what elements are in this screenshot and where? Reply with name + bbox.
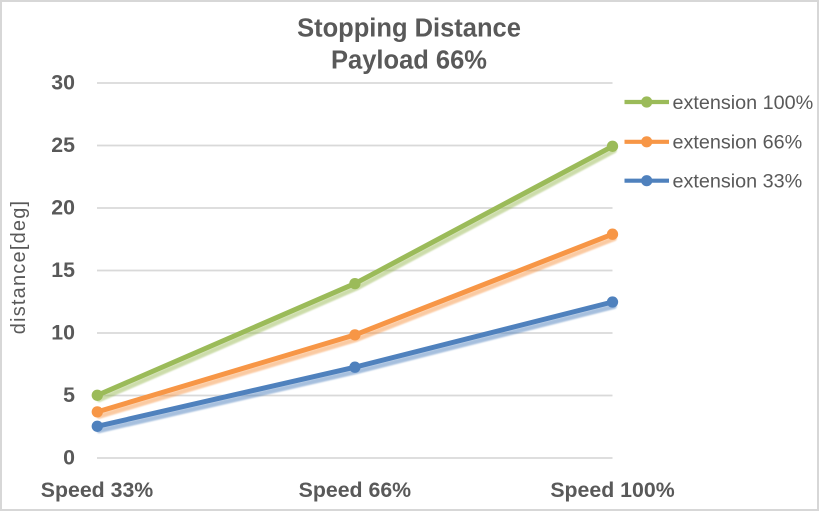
svg-text:25: 25 xyxy=(51,133,75,157)
svg-text:30: 30 xyxy=(51,71,75,95)
svg-text:20: 20 xyxy=(51,196,75,220)
svg-text:Payload 66%: Payload 66% xyxy=(331,47,487,75)
svg-text:extension 66%: extension 66% xyxy=(673,132,803,154)
svg-text:extension 100%: extension 100% xyxy=(673,92,814,114)
svg-text:Speed 33%: Speed 33% xyxy=(41,478,154,502)
svg-text:10: 10 xyxy=(51,321,75,345)
svg-text:Stopping Distance: Stopping Distance xyxy=(297,15,521,43)
svg-text:0: 0 xyxy=(63,446,75,470)
svg-text:5: 5 xyxy=(63,383,75,407)
svg-text:distance[deg]: distance[deg] xyxy=(8,200,30,335)
svg-text:Speed 66%: Speed 66% xyxy=(299,478,412,502)
svg-text:Speed 100%: Speed 100% xyxy=(550,478,674,502)
svg-text:extension 33%: extension 33% xyxy=(673,171,803,193)
svg-text:15: 15 xyxy=(51,258,75,282)
